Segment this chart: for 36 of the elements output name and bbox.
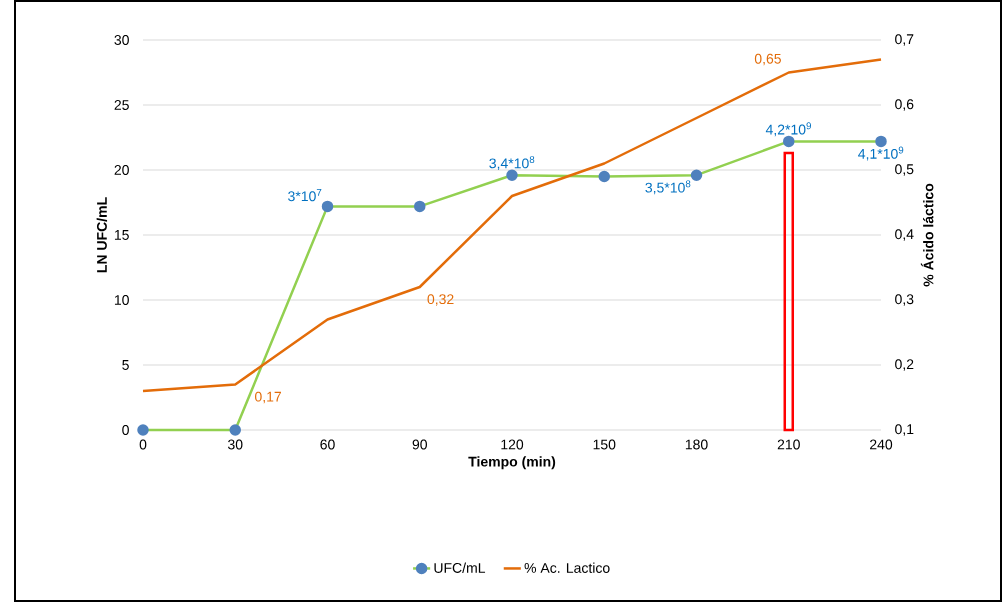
annotation: 3*10$^{7}$ <box>288 189 322 202</box>
y-tick-label: 25 <box>114 100 129 110</box>
x-tick-label: 60 <box>320 439 335 450</box>
x-tick-label: 90 <box>412 439 427 450</box>
legend-label: % Ac. Lactico <box>524 562 610 573</box>
y2-tick-label: 0,4 <box>895 229 914 241</box>
annotation: 3,4*10$^{8}$ <box>489 156 535 170</box>
x-tick-label: 120 <box>501 439 524 450</box>
y2-tick-label: 0,7 <box>895 34 914 46</box>
y-axis-title: LN UFC/mL <box>96 197 108 273</box>
y-tick-label: 15 <box>114 230 129 240</box>
y2-tick-label: 0,3 <box>895 294 914 306</box>
x-tick-label: 240 <box>870 439 893 450</box>
y-tick-label: 10 <box>114 295 129 305</box>
y2-tick-label: 0,1 <box>895 424 914 436</box>
annotation: 4,1*10$^{9}$ <box>858 146 904 161</box>
y2-axis-title: % Ácido láctico <box>920 183 934 287</box>
x-axis-title: Tiempo (min) <box>468 456 556 470</box>
data-label: 0,65 <box>754 53 781 66</box>
data-label: 0,32 <box>427 294 454 306</box>
x-tick-label: 150 <box>593 439 616 450</box>
y2-tick-label: 0,2 <box>895 359 914 371</box>
annotation: 3,5*10$^{8}$ <box>645 180 691 195</box>
x-tick-label: 210 <box>777 439 800 450</box>
x-tick-label: 30 <box>228 439 243 450</box>
y-tick-label: 30 <box>114 35 129 45</box>
x-tick-label: 0 <box>139 439 147 450</box>
y-tick-label: 20 <box>114 165 129 175</box>
y2-tick-label: 0,6 <box>895 99 914 111</box>
legend-label: UFC/mL <box>434 562 486 573</box>
x-tick-label: 180 <box>685 439 708 450</box>
annotation: 4,2*10$^{9}$ <box>765 122 812 137</box>
y2-tick-label: 0,5 <box>895 164 914 176</box>
y-tick-label: 5 <box>122 360 129 370</box>
y-tick-label: 0 <box>122 425 129 435</box>
data-label: 0,17 <box>255 391 281 404</box>
